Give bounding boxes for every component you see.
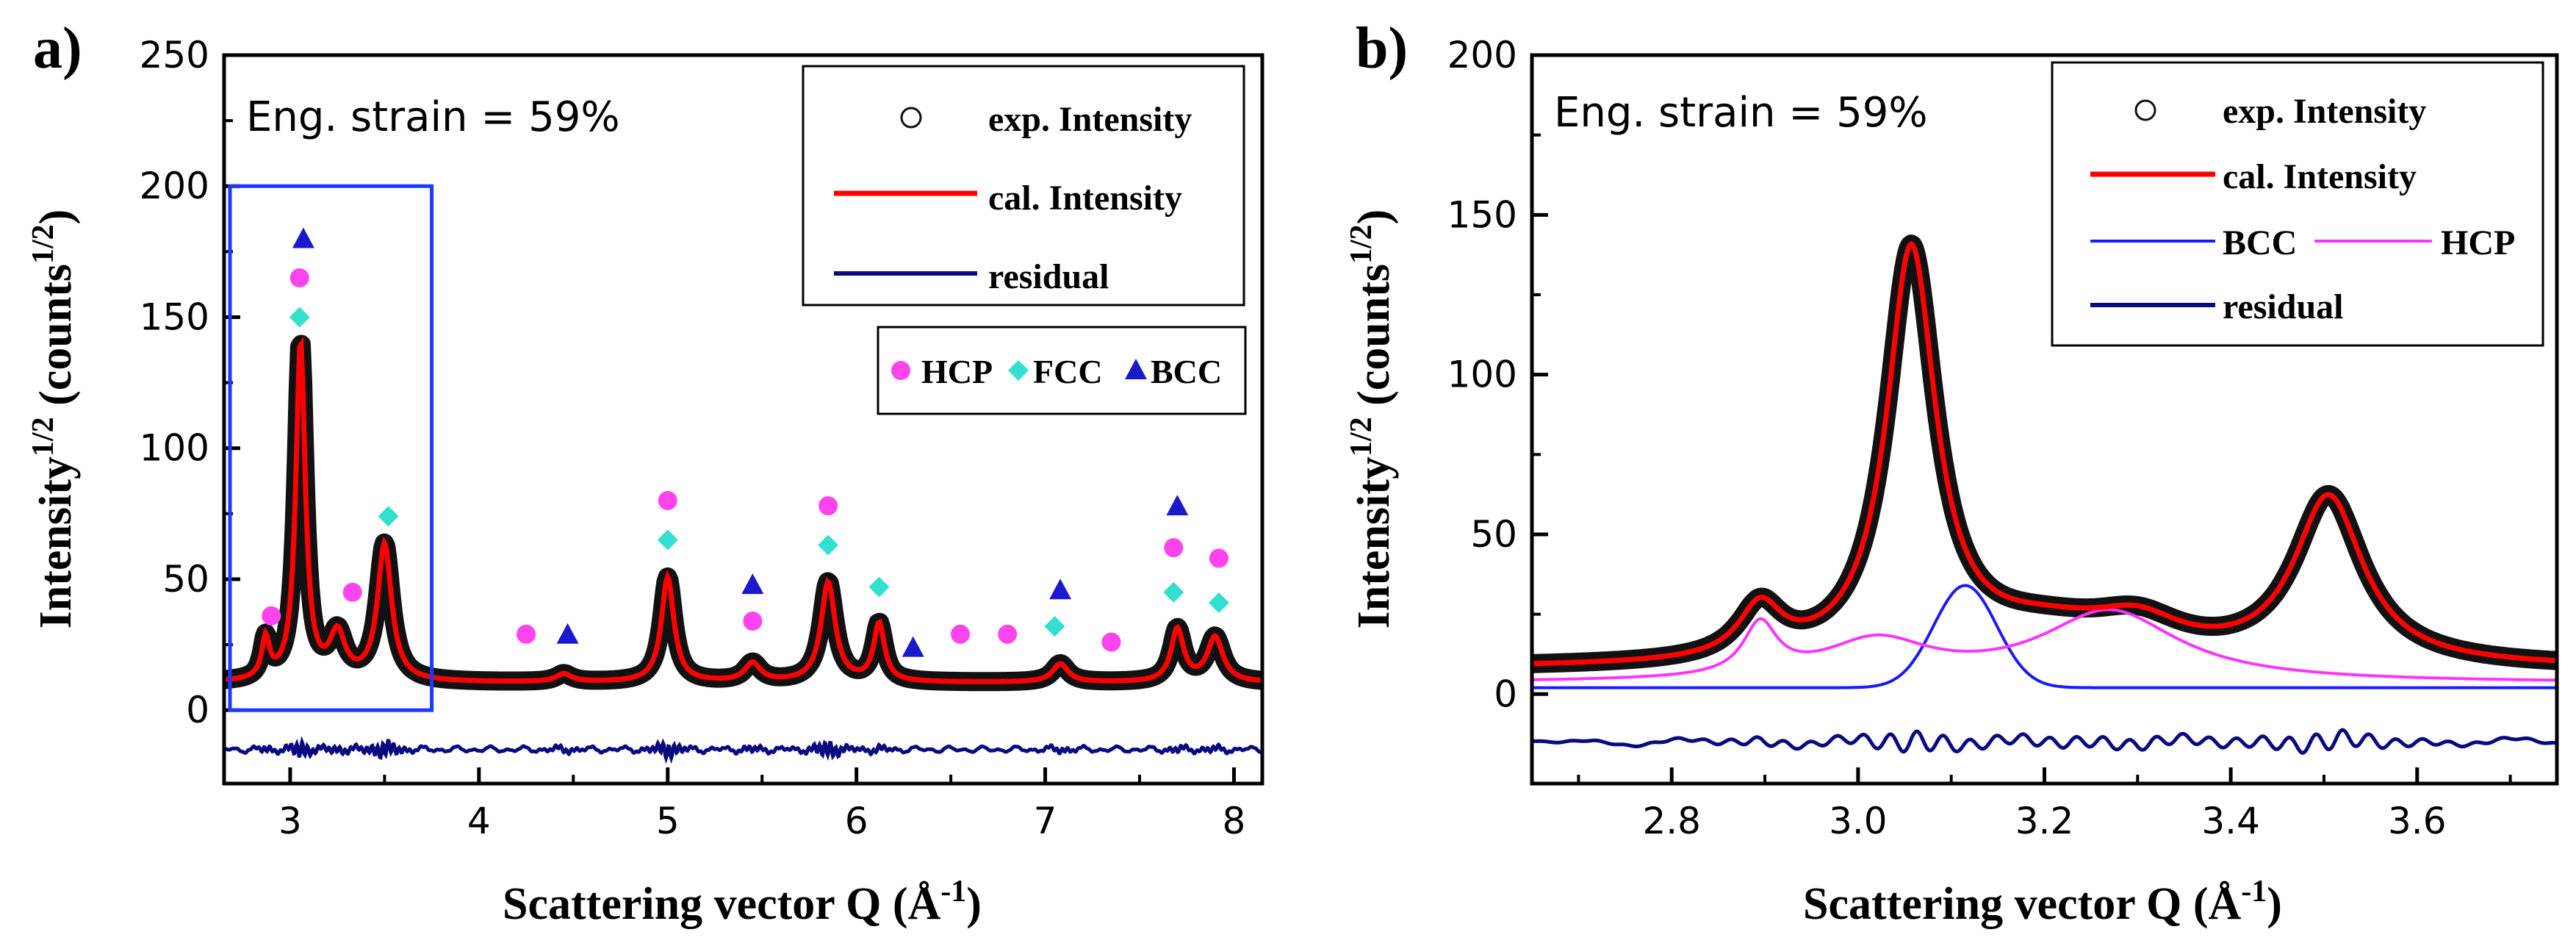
panel-b-legend-exp-label: exp. Intensity <box>2223 92 2426 131</box>
panel-a-legend-cal-label: cal. Intensity <box>988 179 1182 218</box>
b-x-tick-label: 3.2 <box>2015 800 2074 842</box>
hcp-marker <box>819 496 838 516</box>
b-y-tick-label: 50 <box>1470 513 1517 556</box>
hcp-marker <box>289 268 309 288</box>
b-x-tick-label: 2.8 <box>1642 800 1701 842</box>
panel-a-phase-legend-hcp-marker <box>891 361 910 380</box>
panel-a: a) 0 50 100 150 200 250 3 4 5 6 7 8 Intensity1/2 (… <box>26 16 1264 929</box>
bcc-marker <box>902 636 924 657</box>
a-y-tick-label: 0 <box>186 689 209 731</box>
a-x-tick-label: 3 <box>278 800 302 842</box>
panel-a-phase-legend-fcc-marker <box>1008 360 1029 381</box>
panel-b-x-axis-label: Scattering vector Q (Å-1) <box>1803 875 2282 929</box>
hcp-marker <box>342 582 362 602</box>
hcp-marker <box>1209 548 1228 568</box>
panel-b-legend-exp-symbol <box>2134 99 2156 121</box>
panel-b-x-ticks: 2.8 3.0 3.2 3.4 3.6 <box>1577 767 2512 842</box>
panel-a-legend-exp-label: exp. Intensity <box>988 100 1192 139</box>
panel-a-phase-legend-fcc-label: FCC <box>1033 353 1103 390</box>
a-y-tick-label: 200 <box>140 165 209 207</box>
b-y-tick-label: 0 <box>1494 673 1517 715</box>
panel-b-legend-box <box>2051 61 2544 347</box>
panel-a-zoom-region-box <box>228 184 434 712</box>
a-cal-intensity-series <box>224 336 1262 684</box>
hcp-marker <box>262 606 281 626</box>
b-x-tick-label: 3.4 <box>2201 800 2260 842</box>
panel-a-frame <box>222 53 1264 786</box>
fcc-marker <box>1208 592 1229 614</box>
hcp-marker <box>743 611 763 631</box>
panel-b: b) 0 50 100 150 200 2.8 3.0 3.2 3.4 3.6 Intensit… <box>1345 16 2559 929</box>
panel-b-plot-area <box>1532 234 2557 755</box>
panel-a-strain-annotation: Eng. strain = 59% <box>246 93 620 141</box>
a-x-tick-label: 8 <box>1223 800 1246 842</box>
a-y-tick-label: 100 <box>140 427 209 470</box>
hcp-marker <box>998 624 1018 644</box>
b-cal-intensity-series <box>1532 240 2557 667</box>
a-y-tick-label: 150 <box>140 295 209 338</box>
panel-a-legend-exp-symbol <box>900 107 922 129</box>
panel-b-legend-cal-label: cal. Intensity <box>2223 157 2417 196</box>
panel-a-phase-legend: HCP FCC BCC <box>877 326 1247 415</box>
panel-b-y-ticks: 0 50 100 150 200 <box>1447 34 1548 715</box>
fcc-marker <box>378 506 399 527</box>
b-x-tick-label: 3.0 <box>1829 800 1888 842</box>
b-x-tick-label: 3.6 <box>2388 800 2447 842</box>
panel-b-label: b) <box>1356 16 1408 81</box>
fcc-marker <box>289 307 310 328</box>
panel-b-strain-annotation: Eng. strain = 59% <box>1554 89 1928 137</box>
panel-a-legend: exp. Intensity cal. Intensity residual <box>802 65 1245 307</box>
b-bcc-component-series <box>1532 584 2557 689</box>
bcc-marker <box>1049 578 1072 600</box>
panel-a-legend-box <box>802 65 1245 307</box>
fcc-marker <box>1044 616 1065 637</box>
a-x-tick-label: 5 <box>656 800 680 842</box>
a-phase-markers <box>262 227 1229 657</box>
panel-a-phase-legend-hcp-label: HCP <box>921 353 993 390</box>
a-y-tick-label: 250 <box>140 34 209 76</box>
b-y-tick-label: 100 <box>1447 354 1517 396</box>
panel-a-label: a) <box>33 16 82 81</box>
hcp-marker <box>658 491 677 511</box>
fcc-marker <box>818 534 839 556</box>
panel-a-phase-legend-bcc-marker <box>1125 359 1147 379</box>
panel-a-phase-legend-bcc-label: BCC <box>1151 353 1222 390</box>
panel-b-legend-hcp-label: HCP <box>2441 223 2515 262</box>
panel-a-y-ticks: 0 50 100 150 200 250 <box>140 34 240 731</box>
bcc-marker <box>556 623 579 644</box>
panel-a-legend-residual-label: residual <box>988 257 1109 296</box>
fcc-marker <box>868 576 890 598</box>
fcc-marker <box>1163 581 1184 603</box>
panel-b-legend: exp. Intensity cal. Intensity BCC HCP re… <box>2051 61 2544 347</box>
b-y-tick-label: 150 <box>1447 193 1517 236</box>
panel-a-y-axis-label: Intensity1/2 (counts1/2) <box>26 209 81 629</box>
hcp-marker <box>1101 632 1121 652</box>
hcp-marker <box>517 624 536 644</box>
panel-b-y-axis-label: Intensity1/2 (counts1/2) <box>1345 209 1399 629</box>
a-x-tick-label: 6 <box>845 800 868 842</box>
fcc-marker <box>657 529 678 551</box>
panel-a-phase-legend-box <box>877 326 1247 415</box>
a-residual-series <box>224 736 1262 764</box>
bcc-marker <box>741 573 764 595</box>
panel-a-plot-area <box>224 227 1262 764</box>
a-y-tick-label: 50 <box>162 558 209 601</box>
a-x-tick-label: 7 <box>1034 800 1057 842</box>
bcc-marker <box>292 227 314 248</box>
b-hcp-component-series <box>1532 608 2557 682</box>
hcp-marker <box>950 624 970 644</box>
a-x-tick-label: 4 <box>467 800 491 842</box>
b-residual-series <box>1532 728 2557 755</box>
bcc-marker <box>1166 495 1189 516</box>
hcp-marker <box>1164 538 1184 558</box>
panel-b-legend-residual-label: residual <box>2223 287 2343 326</box>
b-y-tick-label: 200 <box>1447 34 1517 76</box>
panel-b-legend-bcc-label: BCC <box>2223 223 2297 262</box>
panel-a-x-axis-label: Scattering vector Q (Å-1) <box>503 875 982 929</box>
panel-a-x-ticks: 3 4 5 6 7 8 <box>278 767 1245 842</box>
